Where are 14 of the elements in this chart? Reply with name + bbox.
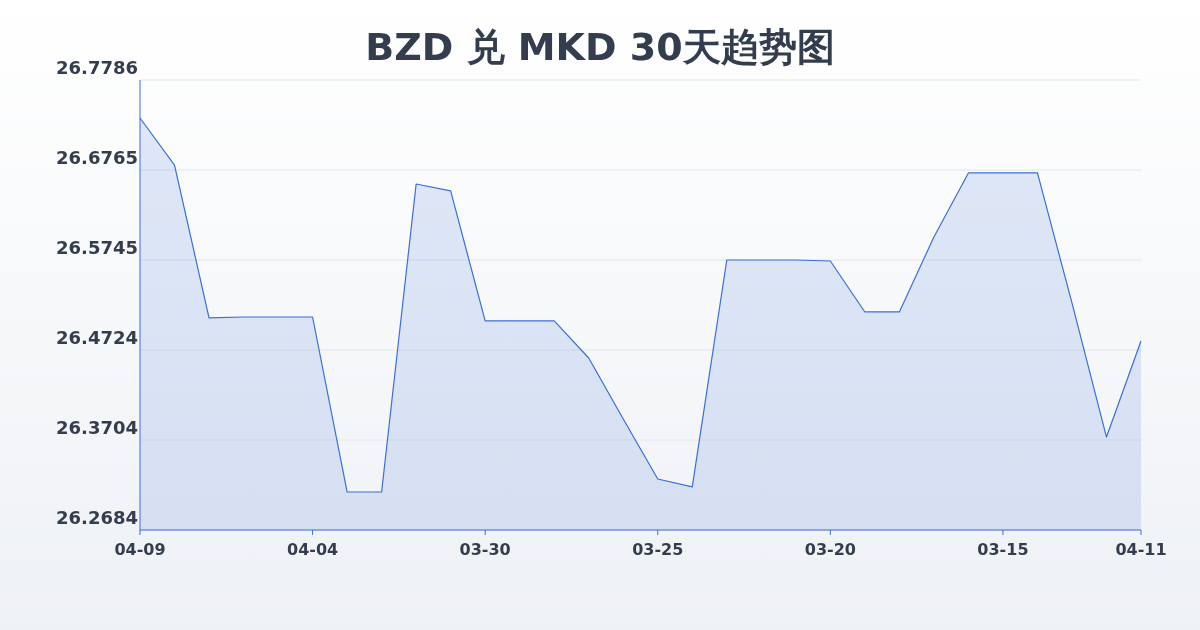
x-tick-label: 03-30 [459,540,511,559]
x-tick-label: 04-09 [114,540,166,559]
y-tick-label: 26.7786 [56,57,138,78]
y-tick-label: 26.6765 [56,147,138,169]
y-tick-label: 26.5745 [56,237,138,259]
x-tick-label: 04-04 [287,540,339,559]
x-tick-label: 03-20 [804,540,856,559]
y-tick-label: 26.2684 [56,507,138,528]
x-tick-label: 04-11 [1115,540,1167,559]
y-tick-label: 26.3704 [56,417,138,439]
x-tick-label: 03-25 [632,540,684,559]
x-tick-label: 03-15 [977,540,1029,559]
chart-title: BZD 兑 MKD 30天趋势图 [365,25,835,69]
y-tick-label: 26.4724 [56,327,138,349]
